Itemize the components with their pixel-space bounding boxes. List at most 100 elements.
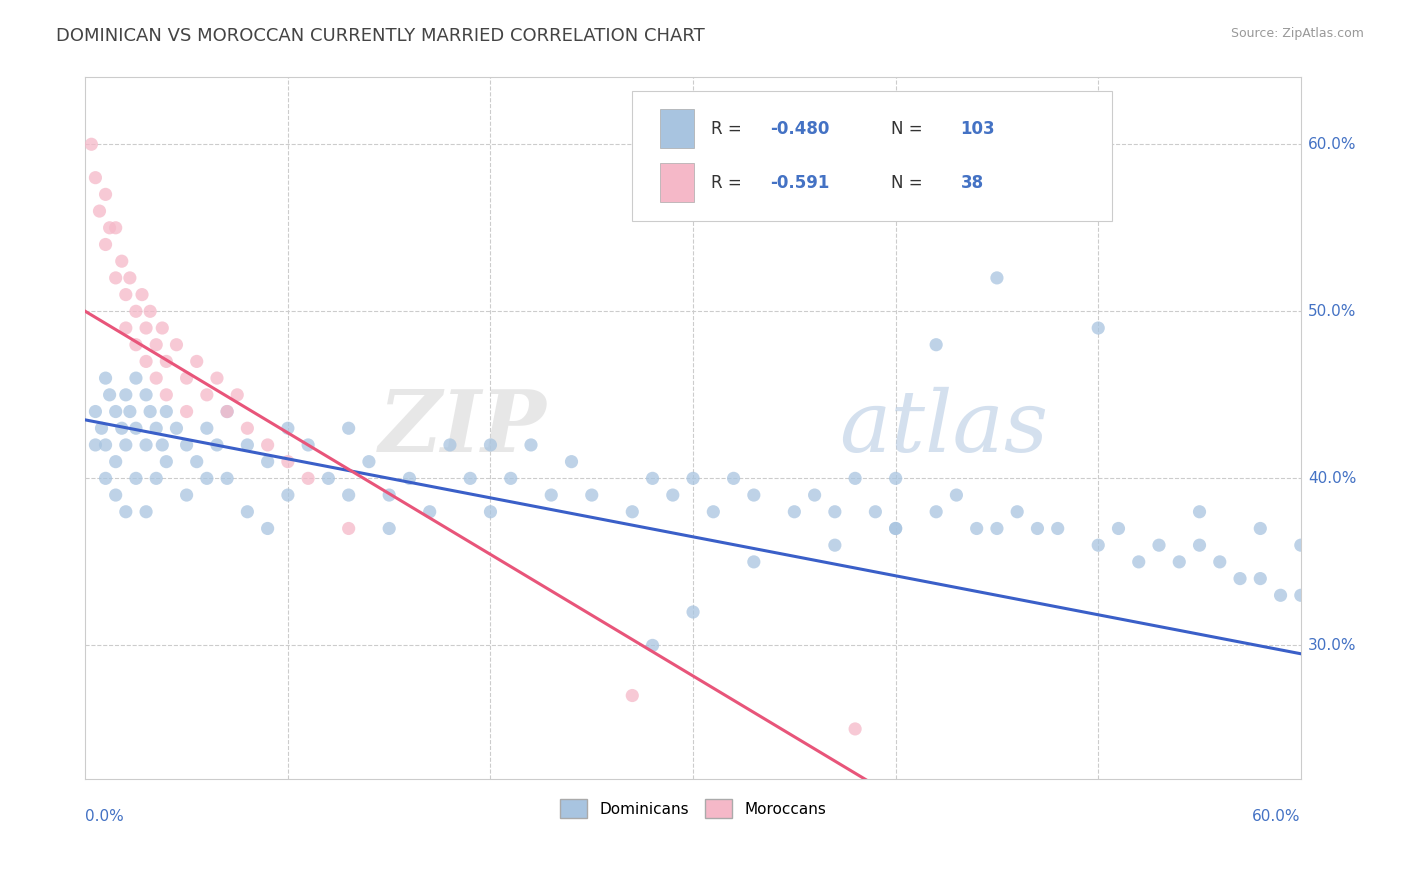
Point xyxy=(236,505,259,519)
Point xyxy=(986,271,1008,285)
Point xyxy=(925,505,948,519)
Point xyxy=(702,505,724,519)
Point xyxy=(84,170,107,185)
Point xyxy=(145,471,167,485)
Point xyxy=(195,421,218,435)
Point xyxy=(499,471,522,485)
Point xyxy=(479,438,502,452)
Point xyxy=(176,488,198,502)
Point xyxy=(621,505,644,519)
Point xyxy=(581,488,603,502)
Text: 30.0%: 30.0% xyxy=(1308,638,1357,653)
Point xyxy=(114,505,136,519)
Point xyxy=(104,220,127,235)
Point xyxy=(742,555,765,569)
Point xyxy=(945,488,967,502)
Point xyxy=(277,455,299,469)
Point xyxy=(145,421,167,435)
Text: 50.0%: 50.0% xyxy=(1308,304,1357,318)
Point xyxy=(844,722,866,736)
Point xyxy=(884,521,907,535)
Point xyxy=(1147,538,1170,552)
Point xyxy=(337,421,360,435)
Point xyxy=(1188,538,1211,552)
Text: Source: ZipAtlas.com: Source: ZipAtlas.com xyxy=(1230,27,1364,40)
Point xyxy=(125,304,148,318)
Text: 60.0%: 60.0% xyxy=(1308,136,1357,152)
FancyBboxPatch shape xyxy=(633,92,1112,221)
Point xyxy=(783,505,806,519)
Point xyxy=(166,337,188,351)
Point xyxy=(155,354,177,368)
Point xyxy=(205,371,228,385)
Point xyxy=(125,337,148,351)
Point xyxy=(236,438,259,452)
Point xyxy=(844,471,866,485)
Point xyxy=(337,521,360,535)
Point xyxy=(125,421,148,435)
Point xyxy=(1108,521,1130,535)
Point xyxy=(98,220,121,235)
Point xyxy=(1168,555,1191,569)
Point xyxy=(195,471,218,485)
Point xyxy=(560,455,582,469)
Point xyxy=(966,521,988,535)
Point xyxy=(135,438,157,452)
Point xyxy=(84,404,107,418)
Point xyxy=(104,455,127,469)
Point xyxy=(297,471,319,485)
Point xyxy=(176,404,198,418)
Point xyxy=(135,388,157,402)
Point xyxy=(114,388,136,402)
Point xyxy=(226,388,249,402)
Point xyxy=(125,471,148,485)
Point xyxy=(94,371,117,385)
Point xyxy=(89,204,111,219)
Point xyxy=(398,471,420,485)
Text: R =: R = xyxy=(711,120,747,137)
Point xyxy=(925,337,948,351)
Point xyxy=(150,321,173,335)
Point xyxy=(803,488,825,502)
Point xyxy=(114,438,136,452)
Point xyxy=(1249,521,1271,535)
Text: 103: 103 xyxy=(960,120,995,137)
Point xyxy=(104,271,127,285)
Point xyxy=(135,505,157,519)
Point xyxy=(236,421,259,435)
Point xyxy=(139,404,162,418)
Point xyxy=(217,404,239,418)
Point xyxy=(145,371,167,385)
Point xyxy=(118,404,141,418)
Point xyxy=(94,438,117,452)
Point xyxy=(195,388,218,402)
Point xyxy=(111,254,134,268)
Point xyxy=(337,488,360,502)
Text: ZIP: ZIP xyxy=(380,386,547,470)
Point xyxy=(540,488,562,502)
Point xyxy=(682,471,704,485)
Text: -0.480: -0.480 xyxy=(769,120,830,137)
Point xyxy=(176,438,198,452)
Text: 38: 38 xyxy=(960,174,984,192)
Point xyxy=(84,438,107,452)
Point xyxy=(621,689,644,703)
Point xyxy=(125,371,148,385)
Text: N =: N = xyxy=(891,120,928,137)
Point xyxy=(114,321,136,335)
Point xyxy=(166,421,188,435)
Point xyxy=(1005,505,1028,519)
Point xyxy=(131,287,153,301)
Point xyxy=(277,421,299,435)
Point xyxy=(155,455,177,469)
Point xyxy=(378,488,401,502)
Point xyxy=(1229,572,1251,586)
Point xyxy=(458,471,481,485)
Point xyxy=(1087,321,1109,335)
Point xyxy=(439,438,461,452)
Point xyxy=(742,488,765,502)
Point xyxy=(150,438,173,452)
Text: -0.591: -0.591 xyxy=(769,174,830,192)
Point xyxy=(318,471,340,485)
Point xyxy=(884,521,907,535)
